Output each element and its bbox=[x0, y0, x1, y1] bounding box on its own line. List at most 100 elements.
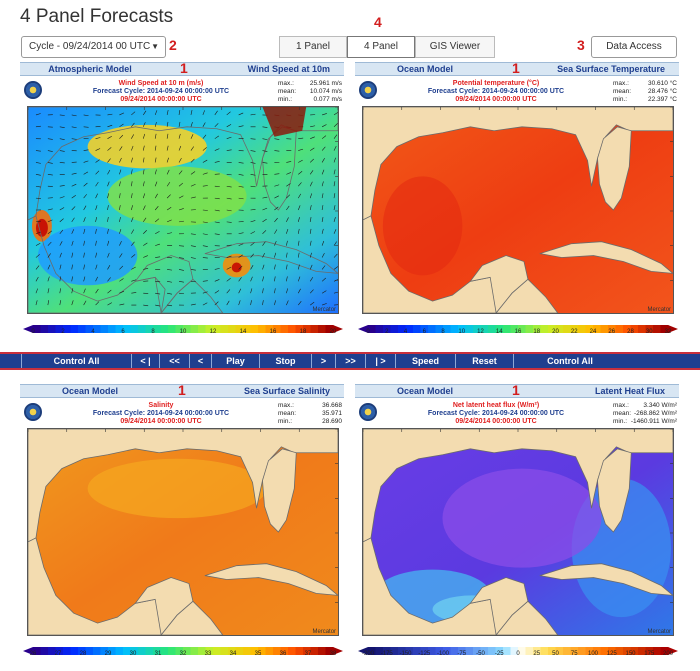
stat-row-max: max.: 3.340 W/m² bbox=[613, 402, 677, 410]
land-north bbox=[363, 429, 673, 543]
stat-label: min.: bbox=[278, 96, 293, 103]
colorbar-tick-label: 0 bbox=[31, 329, 35, 335]
panel-plot[interactable]: Wind Speed at 10 m (m/s) Forecast Cycle: … bbox=[20, 76, 344, 335]
forecast-panel-4: Ocean Model Latent Heat Flux Net latent he… bbox=[355, 384, 679, 657]
colorbar-tick-label: 36 bbox=[279, 651, 287, 657]
stat-row-mean: mean: 28.476 °C bbox=[613, 88, 677, 96]
stat-value: -1460.911 W/m² bbox=[630, 418, 677, 425]
control-[interactable]: < bbox=[190, 354, 212, 368]
panel-variable-label: Latent Heat Flux bbox=[594, 386, 665, 396]
colorbar-tick-label: 34 bbox=[229, 651, 237, 657]
control-[interactable]: << bbox=[160, 354, 190, 368]
control-stop[interactable]: Stop bbox=[260, 354, 312, 368]
control-reset[interactable]: Reset bbox=[456, 354, 514, 368]
colorbar-ticks: 0 2 4 6 8 10 12 14 16 18 20 22 24 26 28 30 32 bbox=[358, 329, 678, 337]
stat-row-min: min.: -1460.911 W/m² bbox=[613, 418, 677, 426]
panel-variable-label: Wind Speed at 10m bbox=[247, 64, 330, 74]
gulf-map[interactable]: Mercator bbox=[362, 106, 674, 314]
plot-stats: max.: 30.610 °C mean: 28.476 °C min.: 22.397 … bbox=[613, 80, 677, 104]
plot-forecast-cycle: Forecast Cycle: 2014-09-24 00:00:00 UTC bbox=[92, 88, 230, 95]
plot-stats: max.: 25.961 m/s mean: 10.074 m/s min.: 0.077… bbox=[278, 80, 342, 104]
colorbar-tick-label: 0 bbox=[516, 651, 520, 657]
gulf-map[interactable]: Mercator bbox=[362, 428, 674, 636]
tab-gis-viewer[interactable]: GIS Viewer bbox=[415, 36, 495, 58]
stat-value: 0.077 m/s bbox=[313, 96, 342, 103]
panel-plot[interactable]: Net latent heat flux (W/m²) Forecast Cycl… bbox=[355, 398, 679, 657]
panel-header: Ocean Model Latent Heat Flux bbox=[355, 384, 679, 398]
control-[interactable]: > bbox=[312, 354, 336, 368]
controls-spacer bbox=[0, 354, 22, 368]
stat-value: 10.074 m/s bbox=[309, 88, 342, 95]
forecast-panel-2: Ocean Model Sea Surface Temperature Potent… bbox=[355, 62, 679, 335]
view-tabs: 1 Panel 4 Panel GIS Viewer bbox=[279, 36, 495, 58]
colorbar-ticks: 26 27 28 29 30 31 32 33 34 35 36 37 38 bbox=[23, 651, 343, 659]
control-control-all-right[interactable]: Control All bbox=[547, 356, 593, 366]
stat-row-max: max.: 25.961 m/s bbox=[278, 80, 342, 88]
control-control-all-left[interactable]: Control All bbox=[22, 354, 132, 368]
colorbar-tick-label: 35 bbox=[254, 651, 262, 657]
cycle-select[interactable]: Cycle - 09/24/2014 00 UTC ▼ bbox=[21, 36, 166, 58]
panel-plot[interactable]: Potential temperature (°C) Forecast Cycle… bbox=[355, 76, 679, 335]
colorbar-tick-label: 20 bbox=[329, 329, 337, 335]
colorbar bbox=[23, 642, 343, 655]
plot-datetime: 09/24/2014 00:00:00 UTC bbox=[120, 96, 202, 103]
plot-variable-title: Wind Speed at 10 m (m/s) bbox=[118, 80, 204, 87]
plot-datetime: 09/24/2014 00:00:00 UTC bbox=[120, 418, 202, 425]
stat-label: mean: bbox=[613, 410, 632, 417]
callout-1: 1 bbox=[512, 382, 520, 398]
panel-plot[interactable]: Salinity Forecast Cycle: 2014-09-24 00:00… bbox=[20, 398, 344, 657]
land-cuba bbox=[539, 241, 673, 274]
stat-row-mean: mean: 35.971 bbox=[278, 410, 342, 418]
colorbar-tick-label: 22 bbox=[570, 329, 578, 335]
callout-3: 3 bbox=[577, 37, 585, 53]
gulf-map[interactable]: Mercator bbox=[27, 106, 339, 314]
land-north bbox=[28, 429, 338, 543]
stat-label: max.: bbox=[613, 80, 629, 87]
colorbar-tick-label: -75 bbox=[457, 651, 467, 657]
plot-stats: max.: 36.668 mean: 35.971 min.: 28.690 bbox=[278, 402, 342, 426]
colorbar-tick-label: 6 bbox=[422, 329, 426, 335]
land-mexico bbox=[363, 537, 501, 635]
colorbar-tick-label: 30 bbox=[645, 329, 653, 335]
panel-model-label: Atmospheric Model bbox=[48, 64, 132, 74]
tab-4-panel[interactable]: 4 Panel bbox=[347, 36, 415, 58]
stat-row-mean: mean: 10.074 m/s bbox=[278, 88, 342, 96]
control-[interactable]: | > bbox=[366, 354, 396, 368]
colorbar-tick-label: -175 bbox=[380, 651, 393, 657]
colorbar-tick-label: 200 bbox=[662, 651, 674, 657]
colorbar-tick-label: -50 bbox=[476, 651, 485, 657]
plot-forecast-cycle: Forecast Cycle: 2014-09-24 00:00:00 UTC bbox=[92, 410, 230, 417]
agency-logo-icon bbox=[24, 81, 42, 99]
colorbar-tick-label: -125 bbox=[418, 651, 431, 657]
colorbar-tick-label: 26 bbox=[29, 651, 37, 657]
plot-datetime: 09/24/2014 00:00:00 UTC bbox=[455, 96, 537, 103]
colorbar-tick-label: 150 bbox=[625, 651, 636, 657]
control-speed[interactable]: Speed bbox=[396, 354, 456, 368]
tab-1-panel[interactable]: 1 Panel bbox=[279, 36, 347, 58]
colorbar-tick-label: 29 bbox=[104, 651, 112, 657]
panel-model-label: Ocean Model bbox=[396, 386, 453, 396]
stat-value: 3.340 W/m² bbox=[643, 402, 677, 409]
land-mexico bbox=[28, 215, 166, 313]
colorbar-tick-label: 31 bbox=[154, 651, 162, 657]
colorbar-tick-label: 28 bbox=[627, 329, 634, 335]
colorbar-tick-label: 0 bbox=[366, 329, 370, 335]
plot-datetime: 09/24/2014 00:00:00 UTC bbox=[455, 418, 537, 425]
stat-value: 30.610 °C bbox=[648, 80, 677, 87]
stat-label: max.: bbox=[278, 80, 294, 87]
land-central bbox=[160, 600, 224, 635]
stat-value: 35.971 bbox=[322, 410, 342, 417]
colorbar-tick-label: -100 bbox=[436, 651, 450, 657]
data-access-button[interactable]: Data Access bbox=[591, 36, 677, 58]
control-[interactable]: >> bbox=[336, 354, 366, 368]
colorbar-tick-label: 25 bbox=[533, 651, 541, 657]
stat-label: min.: bbox=[613, 418, 628, 425]
agency-logo-icon bbox=[24, 403, 42, 421]
gulf-map[interactable]: Mercator bbox=[27, 428, 339, 636]
control-play[interactable]: Play bbox=[212, 354, 260, 368]
colorbar-tick-label: 2 bbox=[61, 329, 65, 335]
control-[interactable]: < | bbox=[132, 354, 160, 368]
chevron-down-icon: ▼ bbox=[151, 42, 159, 51]
colorbar-tick-label: 8 bbox=[151, 329, 155, 335]
plot-variable-title: Potential temperature (°C) bbox=[452, 80, 540, 87]
